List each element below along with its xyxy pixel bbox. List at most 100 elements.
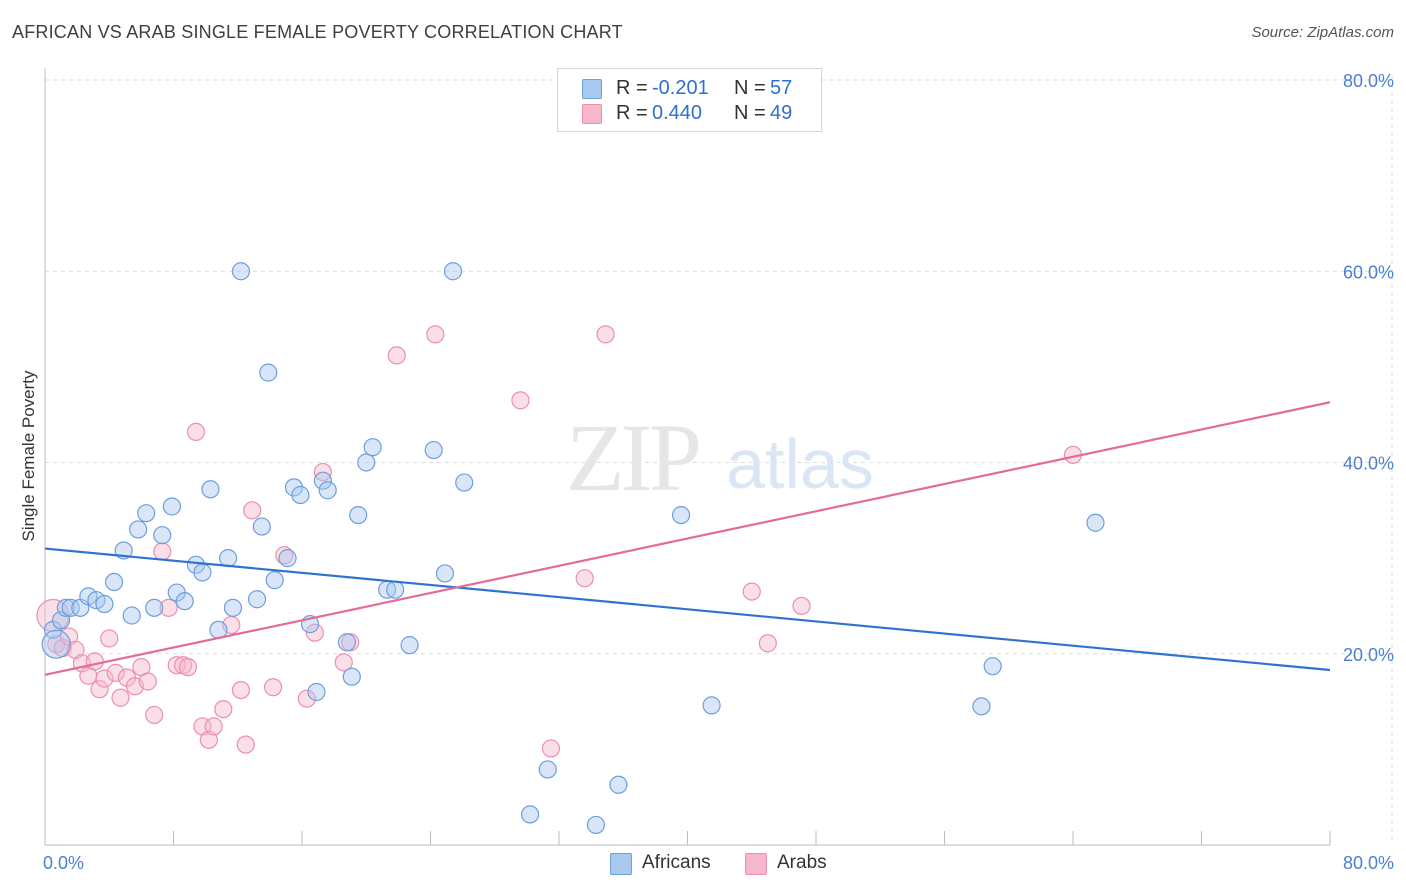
africans-point bbox=[313, 471, 332, 490]
africans-point bbox=[129, 520, 148, 539]
x-tick-label: 80.0% bbox=[1343, 853, 1394, 873]
africans-point bbox=[671, 505, 691, 525]
africans-point bbox=[357, 453, 376, 472]
africans-point bbox=[983, 657, 1002, 676]
arabs-legend-label: Arabs bbox=[777, 852, 827, 873]
africans-point bbox=[145, 598, 164, 617]
africans-point bbox=[231, 262, 251, 281]
africans-point bbox=[586, 815, 606, 835]
africans-point bbox=[175, 592, 194, 611]
x-tick-label: 0.0% bbox=[43, 853, 84, 873]
africans-point bbox=[259, 363, 278, 382]
africans-point bbox=[56, 598, 75, 617]
africans-point bbox=[435, 564, 455, 583]
arabs-point bbox=[145, 705, 164, 725]
africans-point bbox=[702, 696, 721, 715]
legend-r-label: R = bbox=[616, 77, 648, 99]
legend-n-label: N = bbox=[734, 102, 766, 124]
arabs-point bbox=[95, 669, 114, 688]
legend-n-value: 57 bbox=[770, 77, 793, 99]
africans-point bbox=[291, 485, 310, 505]
legend-n-value: 49 bbox=[770, 102, 793, 124]
africans-point bbox=[252, 517, 271, 536]
source-label: Source: ZipAtlas.com bbox=[1251, 24, 1394, 41]
africans-point bbox=[278, 549, 297, 568]
arabs-point bbox=[111, 688, 130, 707]
arabs-point bbox=[106, 663, 125, 682]
arabs-point bbox=[758, 634, 777, 653]
africans-point bbox=[520, 805, 540, 824]
africans-point bbox=[219, 549, 238, 568]
africans-point bbox=[95, 594, 114, 614]
arabs-legend-swatch bbox=[745, 853, 767, 875]
arabs-point bbox=[305, 623, 324, 642]
africans-point bbox=[137, 504, 156, 523]
arabs-point bbox=[167, 656, 186, 675]
arabs-point bbox=[138, 672, 157, 691]
arabs-point bbox=[90, 680, 109, 699]
africans-point bbox=[386, 580, 405, 599]
arabs-point bbox=[231, 680, 251, 700]
africans-point bbox=[318, 481, 337, 500]
legend-r-value: -0.201 bbox=[652, 77, 709, 99]
africans-point bbox=[41, 629, 71, 659]
africans-point bbox=[201, 480, 220, 499]
africans-point bbox=[193, 563, 212, 582]
watermark-zip: ZIP bbox=[566, 404, 699, 511]
arabs-point bbox=[334, 653, 353, 672]
y-tick-label: 80.0% bbox=[1343, 71, 1394, 91]
arabs-point bbox=[275, 546, 294, 565]
watermark: ZIP atlas bbox=[566, 404, 874, 511]
arabs-trend-line bbox=[44, 401, 1331, 676]
africans-point bbox=[972, 697, 991, 716]
tick-labels: 20.0% 40.0% 60.0% 80.0% 0.0% 80.0% bbox=[43, 71, 1394, 873]
africans-point bbox=[1086, 513, 1105, 532]
africans-point bbox=[455, 473, 474, 492]
arabs-point bbox=[186, 422, 206, 441]
africans-point bbox=[538, 760, 557, 779]
africans-point bbox=[609, 775, 628, 794]
africans-point bbox=[122, 606, 141, 625]
arabs-point bbox=[153, 542, 172, 561]
africans-points bbox=[41, 262, 1105, 835]
africans-point bbox=[400, 636, 419, 655]
arabs-point bbox=[236, 735, 255, 754]
africans-legend-swatch bbox=[610, 853, 632, 875]
africans-point bbox=[424, 440, 443, 460]
legend-r-value: 0.440 bbox=[652, 102, 703, 124]
arabs-point bbox=[199, 730, 218, 749]
africans-point bbox=[153, 526, 172, 545]
legend-r-label: R = bbox=[616, 102, 648, 124]
arabs-point bbox=[204, 717, 223, 736]
axes bbox=[44, 68, 1331, 846]
arabs-point bbox=[100, 629, 119, 648]
y-tick-label: 40.0% bbox=[1343, 454, 1394, 474]
africans-trend-line bbox=[44, 547, 1331, 672]
watermark-atlas: atlas bbox=[726, 425, 874, 503]
africans-point bbox=[223, 598, 243, 617]
gridlines bbox=[45, 76, 1393, 845]
africans-point bbox=[337, 633, 357, 652]
arabs-point bbox=[541, 739, 561, 758]
arabs-point bbox=[792, 596, 811, 616]
arabs-point bbox=[263, 678, 283, 697]
arabs-point bbox=[742, 582, 761, 601]
africans-point bbox=[247, 590, 267, 609]
africans-point bbox=[363, 438, 382, 457]
africans-legend-label: Africans bbox=[642, 852, 711, 873]
arabs-swatch bbox=[582, 104, 602, 124]
arabs-point bbox=[297, 689, 316, 708]
arabs-point bbox=[159, 598, 178, 617]
arabs-point bbox=[214, 700, 233, 719]
arabs-points bbox=[36, 325, 1083, 758]
africans-point bbox=[443, 262, 463, 281]
africans-point bbox=[265, 571, 284, 590]
arabs-point bbox=[575, 569, 594, 588]
chart-title: AFRICAN VS ARAB SINGLE FEMALE POVERTY CO… bbox=[12, 22, 623, 42]
y-tick-label: 60.0% bbox=[1343, 262, 1394, 282]
africans-point bbox=[162, 497, 181, 516]
correlation-legend: R = -0.201 N = 57 R = 0.440 N = 49 bbox=[557, 68, 822, 132]
arabs-point bbox=[596, 325, 615, 344]
arabs-point bbox=[85, 652, 104, 671]
